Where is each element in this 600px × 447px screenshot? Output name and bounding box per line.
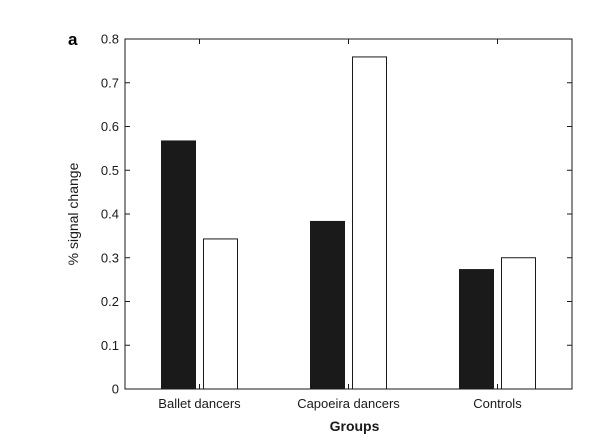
x-tick-label: Ballet dancers bbox=[158, 396, 241, 411]
y-tick-label: 0.4 bbox=[101, 207, 119, 222]
y-axis-ticks: 0 0.1 0.2 0.3 0.4 0.5 0.6 0.7 0.8 bbox=[101, 32, 572, 397]
white-bar-1 bbox=[203, 238, 238, 390]
y-tick-label: 0 bbox=[112, 382, 119, 397]
y-tick-label: 0.6 bbox=[101, 119, 119, 134]
x-axis-title: Groups bbox=[330, 418, 380, 434]
x-axis-tick-labels: Ballet dancers Capoeira dancers Controls bbox=[158, 39, 522, 411]
plot-frame bbox=[124, 38, 573, 390]
y-tick-label: 0.8 bbox=[101, 32, 119, 47]
white-bar-2 bbox=[352, 56, 387, 390]
x-tick-label: Capoeira dancers bbox=[297, 396, 400, 411]
white-bar-3 bbox=[501, 257, 536, 390]
panel-label: a bbox=[68, 30, 78, 49]
y-tick-label: 0.5 bbox=[101, 163, 119, 178]
y-axis-title: % signal change bbox=[65, 162, 81, 265]
dark-bar-1 bbox=[161, 140, 196, 390]
dark-bar-3 bbox=[459, 269, 494, 390]
dark-bar-2 bbox=[310, 220, 345, 390]
y-tick-label: 0.3 bbox=[101, 250, 119, 265]
y-tick-label: 0.2 bbox=[101, 294, 119, 309]
y-tick-label: 0.1 bbox=[101, 338, 119, 353]
bars bbox=[161, 56, 536, 390]
y-tick-label: 0.7 bbox=[101, 75, 119, 90]
x-tick-label: Controls bbox=[473, 396, 522, 411]
